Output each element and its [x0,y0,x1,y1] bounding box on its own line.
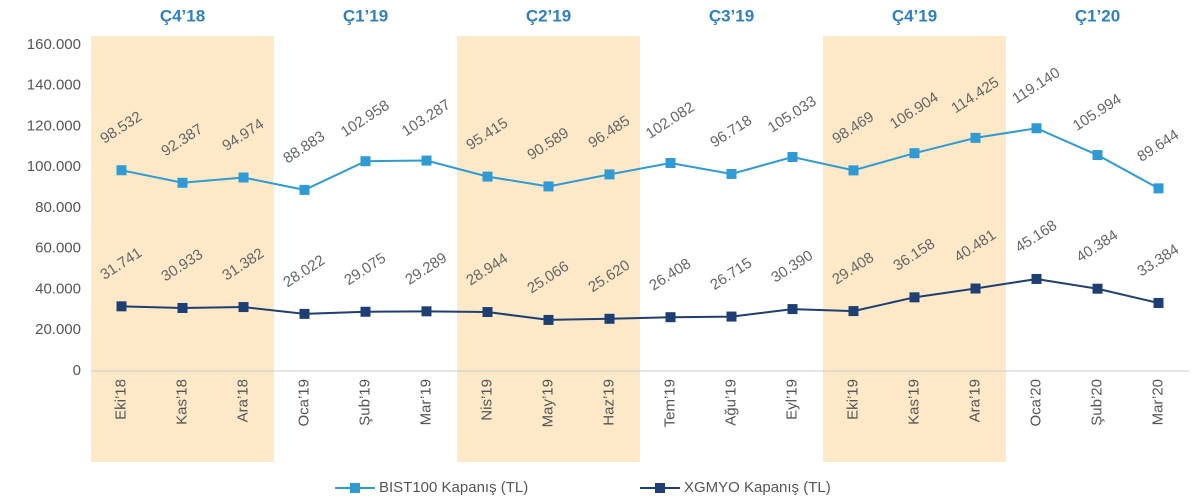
point-marker [726,311,737,322]
x-tick-label: Oca’20 [1027,379,1044,427]
x-tick-label: Kas’18 [173,379,190,425]
point-marker [238,172,249,183]
x-tick-label: Haz’19 [600,379,617,426]
x-tick-label: Ağu’19 [722,379,739,426]
x-tick-label: Eki’19 [844,379,861,420]
y-tick-label: 20.000 [35,321,81,338]
point-marker [848,306,859,317]
point-marker [909,148,920,159]
point-marker [1031,123,1042,134]
x-tick-label: Oca’19 [295,379,312,427]
quarter-label: Ç2’19 [526,6,571,25]
quarter-band [823,36,1006,462]
quarter-label: Ç1’19 [343,6,388,25]
point-marker [177,302,188,313]
point-marker [787,151,798,162]
point-marker [665,158,676,169]
x-tick-label: Şub’20 [1088,379,1105,426]
value-label: 105.033 [765,93,820,137]
point-marker [1092,283,1103,294]
point-marker [1092,150,1103,161]
y-tick-label: 60.000 [35,240,81,257]
y-tick-label: 160.000 [27,36,81,53]
quarter-band [457,36,640,462]
value-label: 28.022 [280,252,328,291]
point-marker [482,171,493,182]
point-marker [909,292,920,303]
value-label: 102.082 [643,99,698,143]
quarter-label: Ç3’19 [709,6,754,25]
value-label: 103.287 [399,96,454,140]
legend-marker [350,483,360,493]
point-marker [1031,273,1042,284]
y-tick-label: 0 [73,362,81,379]
value-label: 40.384 [1073,227,1121,266]
x-tick-label: Mar’20 [1149,379,1166,425]
value-label: 102.958 [338,97,393,141]
value-label: 29.289 [402,249,450,288]
x-tick-label: Eyl’19 [783,379,800,420]
value-label: 30.390 [768,247,816,286]
series-line [121,277,1159,321]
y-tick-label: 40.000 [35,280,81,297]
point-marker [421,155,432,166]
point-marker [116,301,127,312]
x-tick-label: Eki’18 [112,379,129,420]
value-label: 119.140 [1009,64,1063,107]
value-label: 88.883 [280,128,328,167]
point-marker [665,312,676,323]
quarter-label: Ç1’20 [1075,6,1120,25]
y-tick-label: 80.000 [35,199,81,216]
x-tick-label: Ara’18 [234,379,251,422]
point-marker [970,132,981,143]
point-marker [116,165,127,176]
quarter-label: Ç4’18 [160,6,205,25]
x-tick-label: Mar’19 [417,379,434,425]
series-line [121,127,1159,191]
point-marker [299,308,310,319]
point-marker [543,314,554,325]
value-label: 26.408 [646,255,694,294]
point-marker [360,156,371,167]
value-label: 29.075 [341,250,389,289]
point-marker [970,283,981,294]
legend-marker [655,483,665,493]
value-label: 89.644 [1134,126,1182,165]
point-marker [299,184,310,195]
point-marker [604,313,615,324]
point-marker [848,165,859,176]
point-marker [543,181,554,192]
x-tick-label: May’19 [539,379,556,427]
y-tick-label: 120.000 [27,117,81,134]
x-tick-label: Nis’19 [478,379,495,421]
point-marker [360,306,371,317]
point-marker [787,304,798,315]
quarter-label: Ç4’19 [892,6,937,25]
x-tick-label: Ara’19 [966,379,983,422]
y-tick-label: 100.000 [27,158,81,175]
value-label: 96.718 [707,112,755,151]
point-marker [177,177,188,188]
legend-label: BIST100 Kapanış (TL) [379,479,528,496]
value-label: 45.168 [1012,217,1060,256]
y-tick-label: 140.000 [27,77,81,94]
legend-label: XGMYO Kapanış (TL) [684,479,831,496]
value-label: 33.384 [1134,241,1182,280]
point-marker [1153,297,1164,308]
point-marker [726,168,737,179]
point-marker [482,307,493,318]
point-marker [421,306,432,317]
value-label: 105.994 [1070,91,1125,135]
quarter-band [91,36,274,462]
x-tick-label: Kas’19 [905,379,922,425]
point-marker [604,169,615,180]
point-marker [238,302,249,313]
x-tick-label: Şub’19 [356,379,373,426]
x-tick-label: Tem’19 [661,379,678,427]
point-marker [1153,183,1164,194]
value-label: 26.715 [707,254,755,293]
